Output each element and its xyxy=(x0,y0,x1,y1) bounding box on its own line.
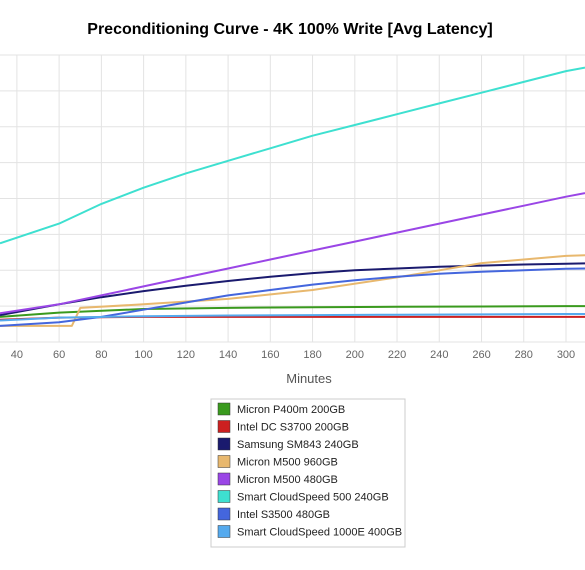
series-line xyxy=(0,267,585,327)
x-tick-label: 200 xyxy=(346,349,364,361)
legend-swatch xyxy=(217,472,231,486)
x-axis-label: Minutes xyxy=(286,371,332,386)
series-line xyxy=(0,254,585,327)
x-tick-label: 180 xyxy=(303,349,321,361)
legend-label: Micron M500 480GB xyxy=(237,474,338,486)
legend-swatch xyxy=(217,490,231,503)
legend-swatch xyxy=(217,455,231,468)
x-tick-label: 100 xyxy=(134,349,152,361)
legend-label: Micron M500 960GB xyxy=(237,457,338,469)
series-line xyxy=(0,313,585,322)
series-line xyxy=(0,262,585,317)
legend-label: Micron P400m 200GB xyxy=(237,404,345,416)
x-tick-label: 120 xyxy=(177,349,195,361)
x-tick-label: 60 xyxy=(53,349,65,361)
legend-swatch xyxy=(217,437,231,451)
x-tick-label: 140 xyxy=(219,349,237,361)
series-line xyxy=(0,66,585,245)
legend-label: Smart CloudSpeed 1000E 400GB xyxy=(237,527,402,539)
x-tick-label: 80 xyxy=(95,349,107,361)
legend-label: Samsung SM843 240GB xyxy=(237,439,359,451)
legend-label: Intel DC S3700 200GB xyxy=(237,422,349,434)
x-tick-label: 220 xyxy=(388,349,406,361)
legend-label: Intel S3500 480GB xyxy=(237,509,330,521)
x-tick-label: 260 xyxy=(472,349,490,361)
legend-label: Smart CloudSpeed 500 240GB xyxy=(237,492,389,504)
legend-box xyxy=(210,398,406,548)
x-tick-label: 40 xyxy=(11,349,23,361)
x-tick-label: 300 xyxy=(557,349,575,361)
legend: Micron P400m 200GB Intel DC S3700 200GB Sa… xyxy=(210,398,406,548)
gridlines xyxy=(0,54,585,343)
legend-swatch xyxy=(217,507,231,521)
series-line xyxy=(0,305,585,318)
legend-swatch xyxy=(217,525,231,538)
x-tick-label: 280 xyxy=(515,349,533,361)
x-axis-ticks: 40 60 80 100 120 140 160 180 200 220 240 260 280 300 xyxy=(11,349,575,361)
x-tick-label: 160 xyxy=(261,349,279,361)
legend-swatch xyxy=(217,420,231,433)
legend-swatch xyxy=(217,402,231,416)
series-line xyxy=(0,192,585,315)
x-tick-label: 240 xyxy=(430,349,448,361)
chart-title: Preconditioning Curve - 4K 100% Write [A… xyxy=(87,21,492,38)
plot-area xyxy=(0,66,585,327)
